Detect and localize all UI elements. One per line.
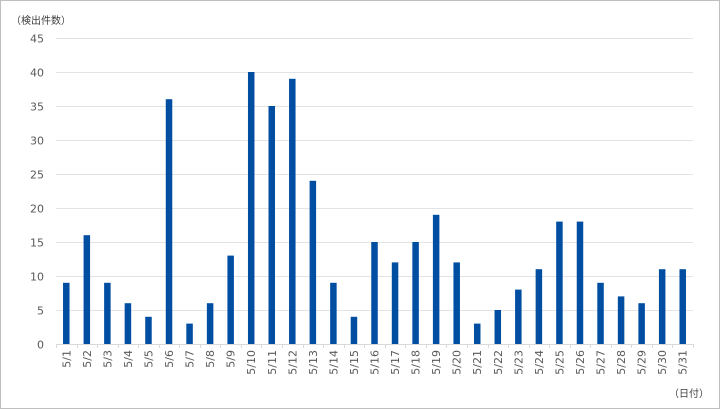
x-tick-label: 5/23 bbox=[512, 350, 525, 375]
bar-5-4 bbox=[124, 303, 132, 344]
x-tick-label: 5/3 bbox=[101, 350, 114, 368]
bar-5-11 bbox=[268, 106, 276, 344]
x-tick-label: 5/24 bbox=[533, 350, 546, 375]
bar-5-31 bbox=[679, 269, 686, 344]
x-tick-label: 5/18 bbox=[410, 350, 423, 375]
x-tick-label: 5/25 bbox=[553, 350, 566, 375]
x-tick-label: 5/20 bbox=[451, 350, 464, 375]
x-tick-label: 5/11 bbox=[266, 350, 279, 375]
x-tick-label: 5/5 bbox=[142, 350, 155, 368]
bar-5-27 bbox=[597, 282, 604, 344]
x-tick-label: 5/15 bbox=[348, 350, 361, 375]
x-tick-label: 5/31 bbox=[677, 350, 690, 375]
x-tick-label: 5/29 bbox=[636, 350, 649, 375]
x-tick-label: 5/4 bbox=[122, 350, 135, 368]
x-tick-label: 5/2 bbox=[81, 350, 94, 368]
bar-5-10 bbox=[247, 72, 255, 344]
bar-5-30 bbox=[658, 269, 666, 344]
bar-5-16 bbox=[371, 242, 378, 344]
bar-5-25 bbox=[556, 221, 563, 344]
x-tick-label: 5/21 bbox=[471, 350, 484, 375]
bar-5-23 bbox=[515, 289, 522, 344]
x-tick-label: 5/26 bbox=[574, 350, 587, 375]
bar-5-6 bbox=[165, 99, 173, 344]
x-axis-label: （日付） bbox=[669, 389, 709, 400]
bar-5-26 bbox=[576, 221, 584, 344]
bar-5-20 bbox=[453, 262, 460, 344]
bar-5-19 bbox=[432, 214, 440, 344]
x-tick-label: 5/12 bbox=[286, 350, 299, 375]
bar-5-18 bbox=[412, 242, 419, 344]
bar-5-22 bbox=[494, 310, 502, 344]
y-tick-label: 25 bbox=[30, 169, 44, 182]
y-axis-label: （検出件数） bbox=[11, 16, 71, 27]
y-tick-label: 10 bbox=[30, 271, 44, 284]
bar-5-15 bbox=[350, 316, 358, 344]
bar-5-29 bbox=[638, 303, 645, 344]
bar-5-7 bbox=[186, 323, 193, 344]
x-tick-label: 5/8 bbox=[204, 350, 217, 368]
y-tick-label: 0 bbox=[37, 339, 44, 352]
bar-5-2 bbox=[83, 235, 91, 344]
x-tick-label: 5/16 bbox=[369, 350, 382, 375]
x-tick-label: 5/30 bbox=[656, 350, 669, 375]
bar-5-21 bbox=[473, 323, 481, 344]
x-tick-label: 5/19 bbox=[430, 350, 443, 375]
x-tick-label: 5/13 bbox=[307, 350, 320, 375]
bar-5-5 bbox=[145, 316, 152, 344]
x-tick-label: 5/17 bbox=[389, 350, 402, 375]
x-tick-label: 5/10 bbox=[245, 350, 258, 375]
x-tick-label: 5/1 bbox=[60, 350, 73, 368]
y-tick-label: 45 bbox=[30, 33, 44, 46]
y-tick-label: 15 bbox=[30, 237, 44, 250]
y-tick-label: 5 bbox=[37, 305, 44, 318]
x-tick-label: 5/9 bbox=[225, 350, 238, 368]
bar-5-1 bbox=[63, 282, 70, 344]
x-tick-label: 5/14 bbox=[327, 350, 340, 375]
x-tick-label: 5/22 bbox=[492, 350, 505, 375]
bar-5-14 bbox=[330, 282, 337, 344]
x-tick-label: 5/27 bbox=[595, 350, 608, 375]
y-tick-label: 30 bbox=[30, 135, 44, 148]
y-tick-label: 20 bbox=[30, 203, 44, 216]
bar-5-17 bbox=[391, 262, 399, 344]
bar-5-9 bbox=[227, 255, 234, 344]
y-tick-label: 40 bbox=[30, 67, 44, 80]
bar-5-28 bbox=[617, 296, 625, 344]
x-tick-label: 5/7 bbox=[184, 350, 197, 368]
bar-5-24 bbox=[535, 269, 543, 344]
bar-5-8 bbox=[206, 303, 214, 344]
bar-5-3 bbox=[104, 282, 111, 344]
x-tick-label: 5/28 bbox=[615, 350, 628, 375]
y-tick-label: 35 bbox=[30, 101, 44, 114]
x-tick-label: 5/6 bbox=[163, 350, 176, 368]
bar-5-13 bbox=[309, 180, 317, 344]
bar-5-12 bbox=[289, 78, 296, 345]
